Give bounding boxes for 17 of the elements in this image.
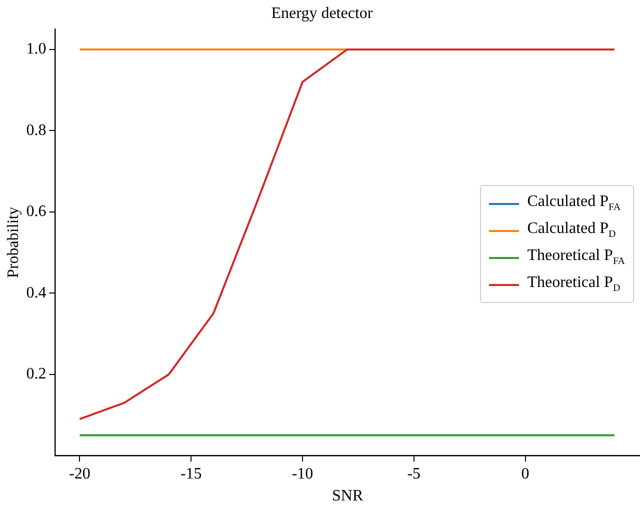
y-axis-title: Probability bbox=[4, 206, 22, 278]
legend-label: Calculated P$_{FA}$ bbox=[527, 193, 621, 214]
x-tick-label: -5 bbox=[407, 465, 421, 482]
x-axis-title: SNR bbox=[332, 488, 364, 505]
y-tick-label: 0.8 bbox=[26, 122, 46, 139]
chart-title: Energy detector bbox=[271, 4, 374, 22]
legend-label: Theoretical P$_{D}$ bbox=[527, 274, 620, 295]
legend-label: Theoretical P$_{FA}$ bbox=[527, 247, 625, 268]
y-tick-label: 0.2 bbox=[26, 366, 46, 383]
x-tick-label: -20 bbox=[69, 465, 90, 482]
y-tick-label: 0.4 bbox=[26, 284, 46, 302]
y-tick-label: 0.6 bbox=[26, 203, 46, 220]
x-tick-label: 0 bbox=[521, 465, 530, 482]
x-tick-label: -10 bbox=[292, 465, 314, 482]
legend-label: Calculated P$_{D}$ bbox=[527, 220, 616, 241]
y-tick-label: 1.0 bbox=[26, 40, 46, 58]
x-tick-label: -15 bbox=[180, 465, 202, 482]
